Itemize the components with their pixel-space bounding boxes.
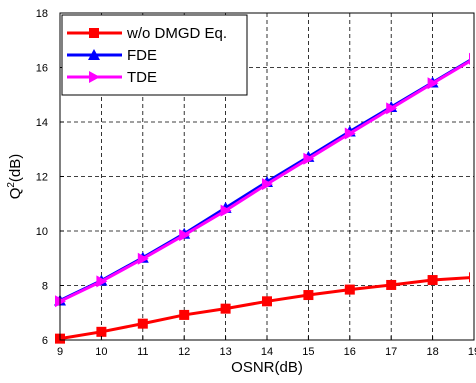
legend-label: TDE xyxy=(127,69,157,86)
x-tick-label: 16 xyxy=(344,346,356,358)
series-0 xyxy=(55,272,470,344)
y-tick-label: 16 xyxy=(36,63,48,75)
y-tick-label: 14 xyxy=(36,117,48,129)
data-point xyxy=(427,275,438,286)
data-point xyxy=(220,204,232,217)
y-tick-label: 6 xyxy=(42,335,48,347)
y-axis-label-superscript: 2 xyxy=(6,182,17,188)
legend-entry: FDE xyxy=(67,47,157,64)
data-point xyxy=(469,272,470,283)
data-point xyxy=(427,77,439,90)
x-axis-label: OSNR(dB) xyxy=(231,359,303,376)
data-point xyxy=(179,229,191,242)
y-axis-label: Q2(dB) xyxy=(6,154,24,200)
x-tick-label: 17 xyxy=(385,346,397,358)
legend-entry: TDE xyxy=(67,69,157,86)
data-point xyxy=(386,102,398,115)
legend-entry: w/o DMGD Eq. xyxy=(67,25,227,42)
data-point xyxy=(344,284,355,295)
legend-marker xyxy=(89,71,100,83)
x-tick-label: 12 xyxy=(178,346,190,358)
data-point xyxy=(96,326,107,337)
legend: w/o DMGD Eq. FDE TDE xyxy=(61,14,248,96)
x-tick-labels: 9 10 11 12 13 14 15 16 17 18 19 xyxy=(57,336,476,358)
x-tick-label: 14 xyxy=(261,346,273,358)
data-point xyxy=(303,152,315,165)
series-layer xyxy=(54,52,470,344)
data-point xyxy=(96,275,108,288)
y-tick-label: 18 xyxy=(36,8,48,20)
legend-marker xyxy=(89,28,99,38)
data-point xyxy=(469,52,470,65)
data-point xyxy=(262,178,273,191)
data-point xyxy=(386,279,397,290)
y-tick-labels: 6 8 10 12 14 16 18 xyxy=(36,8,64,347)
y-tick-label: 12 xyxy=(36,172,48,184)
data-point xyxy=(137,252,149,265)
data-point xyxy=(303,290,314,301)
x-tick-label: 11 xyxy=(137,346,148,358)
y-tick-label: 8 xyxy=(42,281,48,293)
legend-label: w/o DMGD Eq. xyxy=(126,25,227,42)
data-point xyxy=(262,296,272,307)
data-point xyxy=(179,309,190,320)
x-tick-label: 10 xyxy=(95,346,107,358)
x-tick-label: 18 xyxy=(426,346,438,358)
data-point xyxy=(137,318,148,329)
y-axis-label-base: Q xyxy=(7,188,24,200)
x-tick-label: 15 xyxy=(302,346,314,358)
x-tick-label: 19 xyxy=(468,346,476,358)
y-axis-label-unit: (dB) xyxy=(7,154,24,182)
legend-label: FDE xyxy=(127,47,157,64)
series-2 xyxy=(55,52,470,308)
legend-marker xyxy=(88,49,100,60)
data-point xyxy=(344,127,356,140)
data-point xyxy=(220,303,231,314)
y-tick-label: 10 xyxy=(36,226,48,238)
x-tick-label: 9 xyxy=(57,346,63,358)
x-tick-label: 13 xyxy=(219,346,231,358)
